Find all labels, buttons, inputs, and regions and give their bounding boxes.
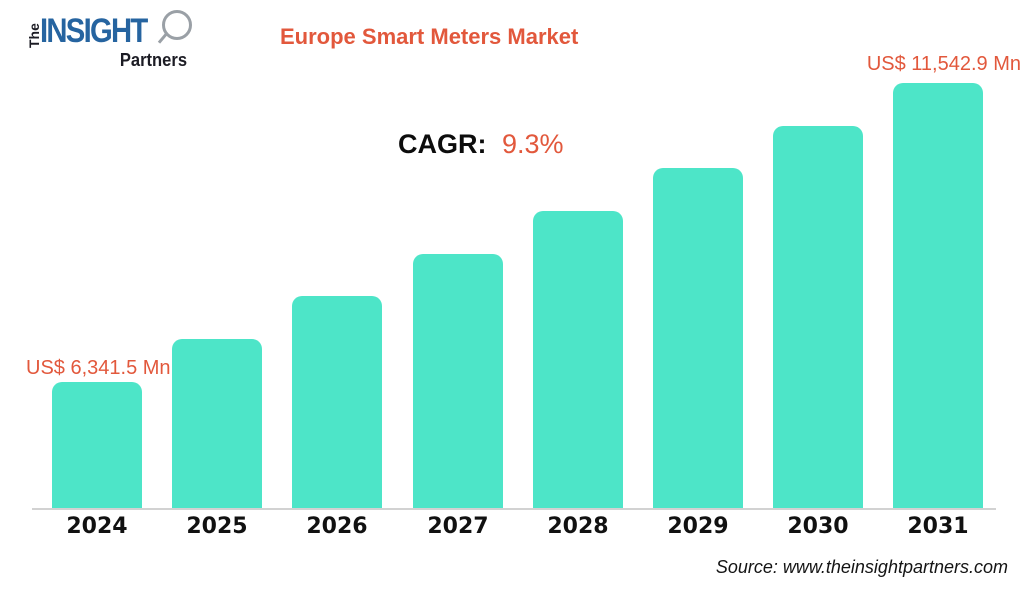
bar-2025 <box>172 339 262 508</box>
bar-2029 <box>653 168 743 508</box>
insight-partners-logo: The INSIGHT Partners <box>26 10 201 74</box>
x-tick-2031: 2031 <box>907 514 969 539</box>
x-tick-2024: 2024 <box>66 514 128 539</box>
magnifier-icon <box>162 10 192 40</box>
bar-2028 <box>533 211 623 508</box>
last-bar-value-label: US$ 11,542.9 Mn <box>866 53 1021 75</box>
bar-2024 <box>52 382 142 508</box>
x-tick-2026: 2026 <box>306 514 368 539</box>
first-bar-value-label: US$ 6,341.5 Mn <box>26 357 171 379</box>
bar-2031 <box>893 83 983 508</box>
x-tick-2027: 2027 <box>427 514 489 539</box>
page-title: Europe Smart Meters Market <box>280 24 579 49</box>
bar-2026 <box>292 296 382 508</box>
cagr-annotation: CAGR: 9.3% <box>398 129 564 160</box>
x-tick-2029: 2029 <box>667 514 729 539</box>
bar-2027 <box>413 254 503 508</box>
source-text: Source: www.theinsightpartners.com <box>715 557 1008 577</box>
cagr-label: CAGR: <box>398 129 487 159</box>
logo-insight-text: INSIGHT <box>40 12 148 50</box>
x-axis-line <box>32 508 996 510</box>
cagr-value: 9.3% <box>502 129 564 159</box>
x-tick-2025: 2025 <box>186 514 248 539</box>
x-tick-2028: 2028 <box>547 514 609 539</box>
bar-2030 <box>773 126 863 508</box>
logo-partners-text: Partners <box>119 50 187 70</box>
x-tick-2030: 2030 <box>787 514 849 539</box>
